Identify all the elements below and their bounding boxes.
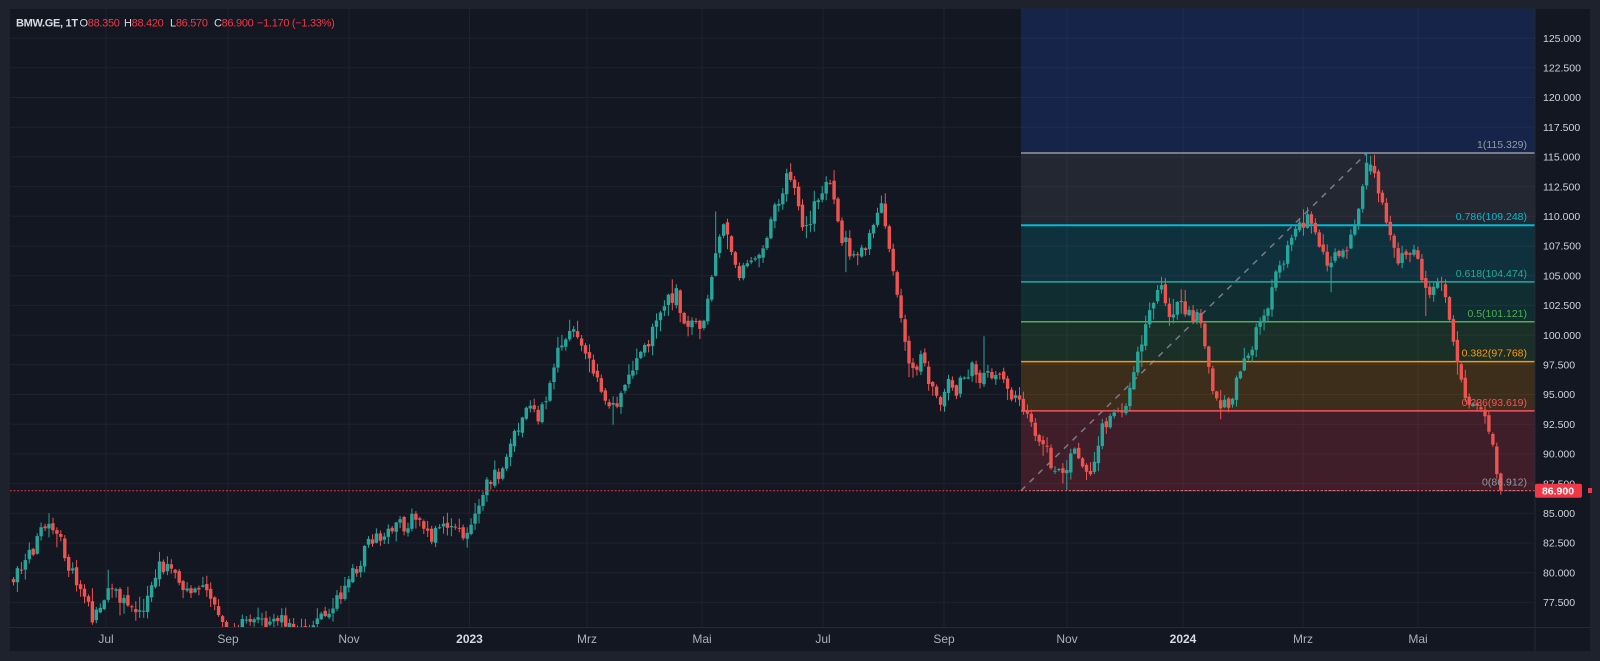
svg-text:0(86.912): 0(86.912) [1482, 477, 1527, 489]
svg-text:115.000: 115.000 [1543, 152, 1580, 164]
svg-text:80.000: 80.000 [1543, 567, 1575, 579]
svg-text:Nov: Nov [1056, 632, 1077, 646]
svg-text:2023: 2023 [456, 632, 483, 646]
svg-text:90.000: 90.000 [1543, 449, 1575, 461]
svg-text:0.236(93.619): 0.236(93.619) [1462, 397, 1527, 409]
svg-text:0.5(101.121): 0.5(101.121) [1467, 308, 1527, 320]
svg-text:120.000: 120.000 [1543, 92, 1581, 104]
svg-text:102.500: 102.500 [1543, 300, 1581, 312]
svg-text:112.500: 112.500 [1543, 181, 1580, 193]
svg-text:85.000: 85.000 [1543, 508, 1575, 520]
svg-text:0.382(97.768): 0.382(97.768) [1462, 348, 1527, 360]
svg-text:86.900: 86.900 [1542, 486, 1574, 498]
svg-text:Mrz: Mrz [577, 632, 597, 646]
svg-text:0.618(104.474): 0.618(104.474) [1456, 268, 1527, 280]
svg-text:107.500: 107.500 [1543, 241, 1581, 253]
svg-text:2024: 2024 [1170, 632, 1197, 646]
svg-text:117.500: 117.500 [1543, 122, 1580, 134]
svg-text:125.000: 125.000 [1543, 33, 1581, 45]
svg-text:Sep: Sep [217, 632, 239, 646]
svg-text:0.786(109.248): 0.786(109.248) [1456, 211, 1527, 223]
svg-text:105.000: 105.000 [1543, 270, 1581, 282]
svg-text:Mrz: Mrz [1293, 632, 1313, 646]
svg-text:Mai: Mai [1408, 632, 1427, 646]
svg-text:Jul: Jul [815, 632, 830, 646]
svg-text:82.500: 82.500 [1543, 538, 1575, 550]
svg-text:Sep: Sep [933, 632, 955, 646]
svg-text:97.500: 97.500 [1543, 360, 1575, 372]
svg-text:122.500: 122.500 [1543, 63, 1581, 75]
svg-text:100.000: 100.000 [1543, 330, 1581, 342]
svg-text:95.000: 95.000 [1543, 389, 1575, 401]
svg-text:Nov: Nov [338, 632, 359, 646]
svg-text:Jul: Jul [98, 632, 113, 646]
svg-text:1(115.329): 1(115.329) [1477, 139, 1527, 151]
svg-text:BMW.GE, 1T O88.350 H88.420 L86: BMW.GE, 1T O88.350 H88.420 L86.570 C86.9… [16, 18, 334, 30]
svg-text:77.500: 77.500 [1543, 597, 1575, 609]
svg-text:110.000: 110.000 [1543, 211, 1580, 223]
svg-text:Mai: Mai [692, 632, 711, 646]
svg-text:92.500: 92.500 [1543, 419, 1575, 431]
